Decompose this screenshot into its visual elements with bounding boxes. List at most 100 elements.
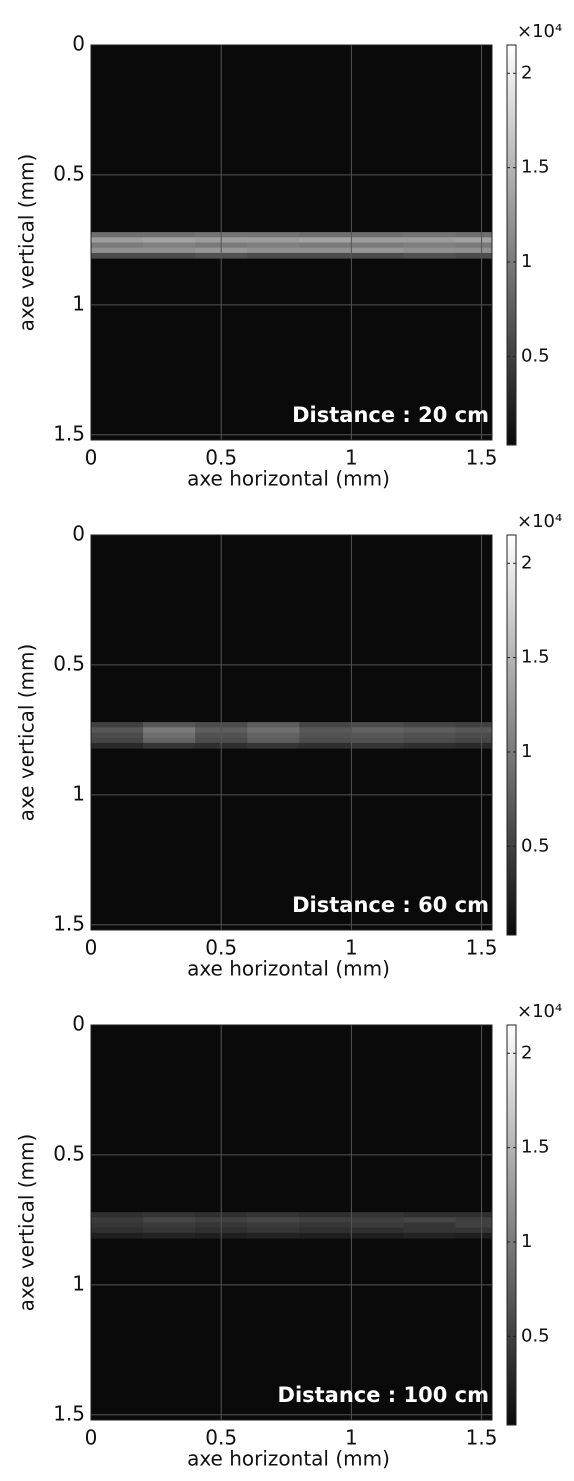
x-tick-label: 0.5 (205, 936, 237, 960)
heatmap-cell (403, 1217, 457, 1223)
heatmap (91, 722, 492, 749)
heatmap-cell (247, 242, 300, 249)
heatmap-cell (455, 242, 492, 249)
heatmap-cell (247, 1232, 300, 1239)
x-tick-label: 0.5 (205, 446, 237, 470)
heatmap-cell (403, 1212, 457, 1218)
heatmap-cell (143, 742, 196, 749)
x-tick-label: 1 (345, 936, 358, 960)
y-tick-label: 1 (72, 781, 85, 805)
heatmap-cell (403, 1227, 457, 1234)
x-axis-label: axe horizontal (mm) (187, 467, 390, 491)
colorbar-tick-label: 2 (521, 552, 532, 573)
heatmap-cell (299, 1212, 352, 1218)
heatmap-cell (351, 1227, 404, 1234)
heatmap-cell (351, 1232, 404, 1239)
heatmap-cell (143, 1227, 196, 1234)
heatmap-cell (143, 732, 196, 739)
heatmap-cell (299, 737, 352, 744)
colorbar-tick-label: 1 (521, 251, 532, 272)
x-tick-label: 1.5 (466, 936, 498, 960)
plot-frame (90, 44, 493, 441)
heatmap-cell (247, 232, 300, 238)
colorbar-tick-label: 1.5 (521, 157, 550, 178)
heatmap-cell (299, 237, 352, 243)
heatmap-cell (91, 1232, 144, 1239)
heatmap-cell (143, 1212, 196, 1218)
plot-frame (90, 1024, 493, 1421)
heatmap-cell (247, 252, 300, 259)
colorbar (506, 1024, 517, 1426)
plot-frame (90, 534, 493, 931)
heatmap-cell (247, 1212, 300, 1218)
x-axis-label: axe horizontal (mm) (187, 957, 390, 981)
heatmap-cell (403, 1222, 457, 1229)
heatmap-cell (247, 737, 300, 744)
heatmap-cell (247, 237, 300, 243)
y-tick-label: 0 (72, 32, 85, 56)
heatmap-cell (403, 252, 457, 259)
heatmap-cell (299, 247, 352, 254)
colorbar-tick-label: 2 (521, 1042, 532, 1063)
heatmap-cell (143, 237, 196, 243)
colorbar-tick-label: 0.5 (521, 835, 550, 856)
colorbar-tick-label: 0.5 (521, 345, 550, 366)
heatmap-cell (351, 737, 404, 744)
heatmap-cell (143, 232, 196, 238)
y-axis-label: axe vertical (mm) (15, 1134, 39, 1312)
heatmap-cell (455, 237, 492, 243)
y-tick-label: 1 (72, 291, 85, 315)
heatmap-cell (455, 737, 492, 744)
heatmap-cell (455, 1212, 492, 1218)
heatmap-cell (299, 1232, 352, 1239)
heatmap-cell (403, 727, 457, 733)
heatmap-cell (351, 1212, 404, 1218)
colorbar-tick-label: 1 (521, 741, 532, 762)
colorbar-tick-label: 0.5 (521, 1325, 550, 1346)
heatmap-cell (455, 732, 492, 739)
heatmap-cell (351, 242, 404, 249)
heatmap-cell (247, 742, 300, 749)
heatmap-cell (247, 722, 300, 728)
heatmap (91, 1212, 492, 1239)
colorbar-tick-label: 1 (521, 1231, 532, 1252)
heatmap-cell (143, 247, 196, 254)
annotation: Distance : 60 cm (292, 893, 489, 917)
y-tick-label: 1.5 (53, 911, 85, 935)
colorbar (506, 44, 517, 446)
heatmap-cell (403, 237, 457, 243)
y-tick-label: 0.5 (53, 161, 85, 185)
heatmap-cell (351, 1217, 404, 1223)
y-axis-label: axe vertical (mm) (15, 154, 39, 332)
heatmap-cell (455, 742, 492, 749)
heatmap-cell (91, 722, 144, 728)
y-tick-label: 1.5 (53, 421, 85, 445)
x-axis-label: axe horizontal (mm) (187, 1447, 390, 1471)
heatmap-cell (91, 252, 144, 259)
colorbar-label: ×10⁴ (517, 21, 562, 42)
heatmap-cell (247, 727, 300, 733)
heatmap-cell (247, 247, 300, 254)
x-tick-label: 0 (85, 1426, 98, 1450)
y-tick-label: 0.5 (53, 1141, 85, 1165)
heatmap-cell (455, 1222, 492, 1229)
y-tick-label: 1 (72, 1271, 85, 1295)
heatmap-cell (403, 242, 457, 249)
heatmap-cell (403, 732, 457, 739)
heatmap-cell (299, 727, 352, 733)
heatmap-cell (403, 1232, 457, 1239)
heatmap-cell (247, 1227, 300, 1234)
heatmap-cell (91, 1222, 144, 1229)
heatmap-cell (455, 1232, 492, 1239)
heatmap-cell (455, 247, 492, 254)
heatmap-cell (299, 1227, 352, 1234)
heatmap-cell (299, 1217, 352, 1223)
heatmap-cell (455, 1227, 492, 1234)
x-tick-label: 0.5 (205, 1426, 237, 1450)
heatmap-cell (91, 237, 144, 243)
heatmap-cell (299, 252, 352, 259)
colorbar-label: ×10⁴ (517, 1001, 562, 1022)
